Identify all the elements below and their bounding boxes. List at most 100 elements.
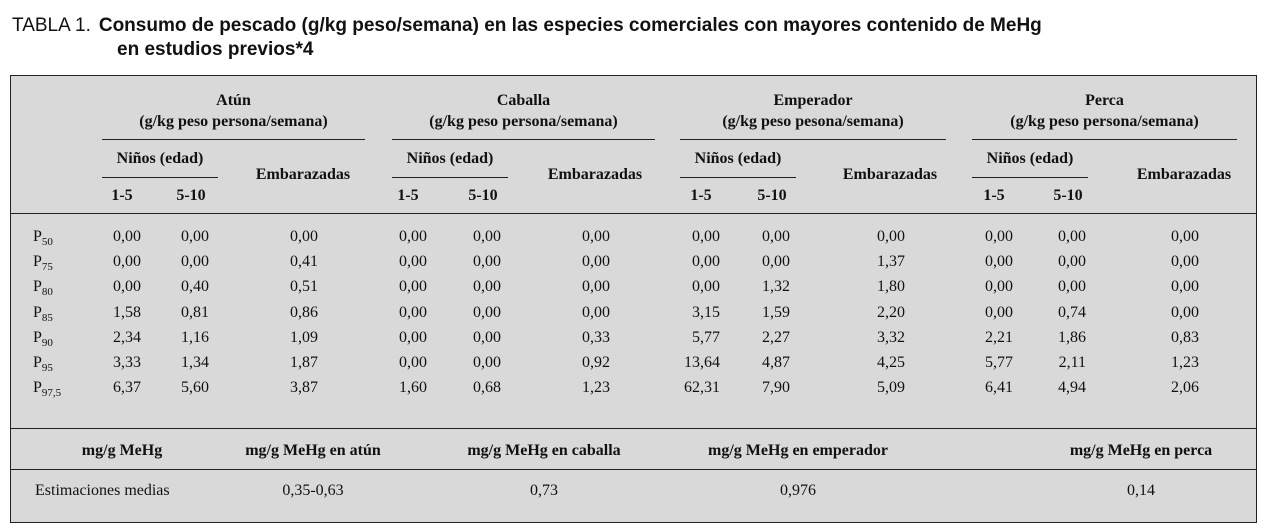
table-cell: 5,77 <box>692 328 720 346</box>
table-cell: 13,64 <box>684 354 720 371</box>
table-cell: 1,37 <box>877 253 905 271</box>
table-cell: 0,00 <box>692 228 720 245</box>
table-cell: 4,94 <box>1058 379 1086 397</box>
age-1-5-header: 1-5 <box>690 187 712 204</box>
table-cell: 0,00 <box>582 303 610 321</box>
table-cell: 0,00 <box>985 228 1013 245</box>
percentile-p: P <box>33 379 42 397</box>
table-cell: 0,00 <box>762 253 790 271</box>
table-cell: 1,32 <box>762 278 790 296</box>
table-cell: 0,00 <box>692 253 720 271</box>
table-box <box>10 75 1257 523</box>
table-cell: 1,34 <box>181 354 209 371</box>
table-cell: 0,00 <box>473 253 501 271</box>
table-cell: 0,00 <box>692 278 720 296</box>
table-cell: 1,23 <box>582 379 610 397</box>
percentile-subscript: 95 <box>41 362 53 374</box>
table-cell: 5,09 <box>877 379 905 397</box>
table-cell: 1,59 <box>762 303 790 321</box>
table-cell: 1,09 <box>290 328 318 346</box>
table-cell: 2,20 <box>877 303 905 321</box>
group-underline <box>102 139 365 140</box>
table-cell: 3,33 <box>113 354 141 371</box>
table-cell: 1,16 <box>181 328 209 346</box>
table-cell: 2,06 <box>1171 379 1199 397</box>
table-cell: 0,00 <box>399 278 427 296</box>
percentile-subscript: 85 <box>41 311 53 324</box>
table-cell: 3,32 <box>877 328 905 346</box>
pregnant-header: Embarazadas <box>255 166 351 183</box>
table-title-line1: Consumo de pescado (g/kg peso/semana) en… <box>98 15 1042 36</box>
table-cell: 0,00 <box>582 228 610 245</box>
percentile-p: P <box>33 303 42 321</box>
age-1-5-header: 1-5 <box>111 187 133 204</box>
table-cell: 0,00 <box>473 303 501 321</box>
mehg-header: mg/g MeHg en emperador <box>708 442 888 459</box>
table-cell: 2,21 <box>985 328 1013 346</box>
table-cell: 0,00 <box>1058 253 1086 271</box>
table-number: TABLA 1. <box>12 15 91 36</box>
percentile-p: P <box>33 253 42 271</box>
table-cell: 62,31 <box>684 379 720 397</box>
group-underline <box>972 139 1237 140</box>
mehg-header-divider <box>10 469 1256 470</box>
age-5-10-header: 5-10 <box>176 187 206 204</box>
table-cell: 0,92 <box>582 354 610 371</box>
group-underline <box>392 139 655 140</box>
table-cell: 2,27 <box>762 328 790 346</box>
table-cell: 1,87 <box>290 354 318 371</box>
table-cell: 7,90 <box>762 379 790 397</box>
percentile-label: P95 <box>33 354 53 374</box>
pregnant-header: Embarazadas <box>1136 166 1232 183</box>
percentile-label: P75 <box>33 253 53 274</box>
mehg-value: 0,35-0,63 <box>282 482 344 499</box>
table-cell: 0,00 <box>473 228 501 245</box>
table-cell: 0,00 <box>399 328 427 346</box>
table-cell: 5,77 <box>985 354 1013 371</box>
table-cell: 0,33 <box>582 328 610 346</box>
percentile-subscript: 75 <box>41 261 53 274</box>
table-cell: 0,68 <box>473 379 501 397</box>
table-cell: 0,00 <box>399 228 427 245</box>
table-cell: 0,41 <box>290 253 318 271</box>
pregnant-header: Embarazadas <box>547 166 643 183</box>
mehg-header: mg/g MeHg en atún <box>245 442 381 459</box>
table-cell: 3,15 <box>692 303 720 321</box>
table-cell: 0,83 <box>1171 328 1199 346</box>
table-cell: 0,00 <box>582 253 610 271</box>
section-divider <box>10 428 1256 429</box>
table-cell: 0,00 <box>181 253 209 271</box>
group-unit: (g/kg peso persona/semana) <box>1010 113 1199 130</box>
table-title-line2: en estudios previos*4 <box>117 39 314 60</box>
table-cell: 0,00 <box>113 278 141 296</box>
percentile-label: P50 <box>33 228 53 248</box>
table-cell: 0,40 <box>181 278 209 296</box>
group-name: Emperador <box>773 92 853 109</box>
table-cell: 0,00 <box>399 253 427 271</box>
table-cell: 0,81 <box>181 303 209 321</box>
table-cell: 0,00 <box>473 278 501 296</box>
table-cell: 0,00 <box>1058 278 1086 296</box>
mehg-value: 0,73 <box>530 482 558 499</box>
table-cell: 0,00 <box>582 278 610 296</box>
group-name: Perca <box>1085 92 1124 109</box>
table-cell: 5,60 <box>181 379 209 397</box>
percentile-label: P90 <box>33 328 53 349</box>
group-underline <box>680 139 946 140</box>
percentile-label: P97,5 <box>33 379 61 399</box>
age-5-10-header: 5-10 <box>468 187 498 204</box>
age-5-10-header: 5-10 <box>757 187 787 204</box>
children-underline <box>102 177 218 178</box>
table-cell: 0,00 <box>762 228 790 245</box>
percentile-p: P <box>33 328 42 346</box>
children-header: Niños (edad) <box>694 150 782 167</box>
table-cell: 0,00 <box>181 228 209 245</box>
table-cell: 1,80 <box>877 278 905 296</box>
table-cell: 0,00 <box>985 278 1013 296</box>
group-name: Caballa <box>496 92 551 109</box>
percentile-p: P <box>33 278 42 296</box>
group-name: Atún <box>216 92 251 109</box>
table-cell: 0,00 <box>473 328 501 346</box>
age-1-5-header: 1-5 <box>983 187 1005 204</box>
percentile-subscript: 90 <box>41 336 53 349</box>
